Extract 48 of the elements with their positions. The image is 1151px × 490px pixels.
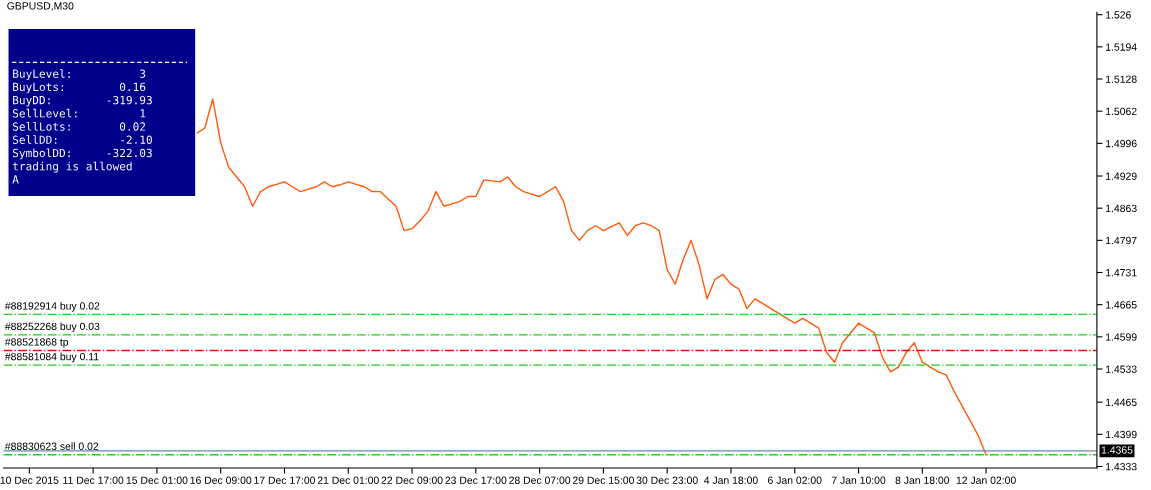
y-tick-label: 1.5062 bbox=[1106, 107, 1137, 116]
annotation: A bbox=[12, 175, 19, 184]
ref-line-label: #88581084 buy 0.11 bbox=[4, 352, 99, 363]
x-tick-label: 6 Jan 02:00 bbox=[768, 476, 822, 484]
annotation: BuyLevel: 3 bbox=[13, 69, 146, 81]
annotation: BuyLots: 0.16 bbox=[13, 82, 146, 94]
x-tick-label: 15 Dec 01:00 bbox=[126, 476, 188, 484]
x-tick-label: 28 Dec 07:00 bbox=[509, 476, 571, 484]
annotation: BuyDD: -319.93 bbox=[13, 95, 152, 107]
annotation: SymbolDD: -322.03 bbox=[12, 148, 152, 160]
annotation: SellLots: 0.02 bbox=[12, 122, 146, 131]
x-tick-label: 29 Dec 15:00 bbox=[572, 476, 634, 484]
x-tick-label: 12 Jan 02:00 bbox=[956, 476, 1016, 484]
y-tick-label: 1.4333 bbox=[1106, 462, 1137, 471]
y-tick-label: 1.4399 bbox=[1106, 430, 1137, 439]
y-tick-label: 1.4797 bbox=[1106, 236, 1137, 245]
y-tick-label: 1.4533 bbox=[1106, 365, 1137, 373]
y-tick-label: 1.4863 bbox=[1106, 204, 1137, 213]
ref-line-label: #88830623 sell 0.02 bbox=[4, 442, 99, 450]
y-tick-label: 1.4929 bbox=[1106, 172, 1137, 180]
line-series bbox=[196, 98, 987, 456]
y-tick-label: 1.4996 bbox=[1106, 139, 1137, 148]
ref-line-label: 1.4365 bbox=[1101, 446, 1133, 454]
ref-line-label: #88192914 buy 0.02 bbox=[4, 301, 100, 312]
x-tick-label: 30 Dec 23:00 bbox=[636, 476, 698, 484]
annotation: SellLevel: 1 bbox=[12, 108, 146, 118]
y-tick-label: 1.4465 bbox=[1106, 398, 1137, 407]
x-tick-label: 21 Dec 01:00 bbox=[317, 476, 379, 484]
x-tick-label: 22 Dec 09:00 bbox=[381, 476, 443, 484]
annotation: SellDD: -2.10 bbox=[12, 135, 152, 144]
y-tick-label: 1.526 bbox=[1106, 11, 1131, 19]
x-tick-label: 8 Jan 18:00 bbox=[895, 476, 950, 484]
x-tick-label: 10 Dec 2015 bbox=[0, 476, 59, 484]
y-tick-label: 1.5194 bbox=[1106, 43, 1137, 51]
x-tick-label: 7 Jan 10:00 bbox=[831, 476, 886, 484]
y-tick-label: 1.4731 bbox=[1106, 269, 1137, 277]
x-tick-label: 11 Dec 17:00 bbox=[63, 476, 124, 484]
ref-line-label: #88521868 tp bbox=[4, 338, 69, 348]
annotation: trading is allowed bbox=[12, 161, 132, 173]
x-tick-label: 16 Dec 09:00 bbox=[190, 476, 252, 484]
y-tick-label: 1.4599 bbox=[1106, 333, 1137, 341]
x-tick-label: 17 Dec 17:00 bbox=[254, 476, 316, 484]
x-tick-label: 4 Jan 18:00 bbox=[703, 476, 758, 484]
y-tick-label: 1.4665 bbox=[1106, 301, 1137, 309]
chart-title: GBPUSD,M30 bbox=[7, 2, 74, 11]
x-tick-label: 23 Dec 17:00 bbox=[445, 476, 507, 484]
y-tick-label: 1.5128 bbox=[1106, 75, 1137, 83]
ref-line-label: #88252268 buy 0.03 bbox=[4, 322, 100, 333]
